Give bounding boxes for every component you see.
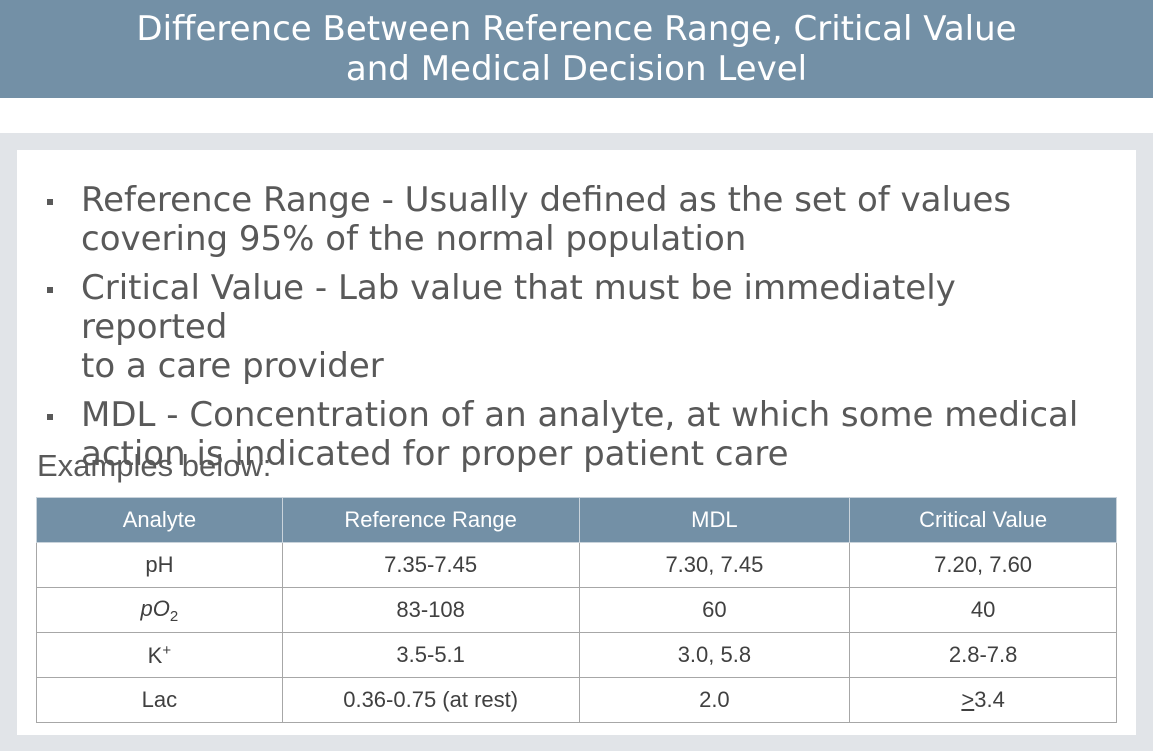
critical-value-cell: >3.4 <box>849 677 1117 723</box>
definition-list: Reference Range - Usually defined as the… <box>44 181 1104 484</box>
bullet-square-icon <box>47 287 53 293</box>
analyte-subscript: 2 <box>169 607 179 625</box>
table-row: pH 7.35-7.45 7.30, 7.45 7.20, 7.60 <box>36 542 1117 588</box>
analyte-cell: K+ <box>36 632 283 678</box>
table-row: K+ 3.5-5.1 3.0, 5.8 2.8-7.8 <box>36 632 1117 678</box>
definition-line: Reference Range - Usually defined as the… <box>81 180 1012 220</box>
definition-line: to a care provider <box>81 346 384 386</box>
analyte-base: K <box>147 642 163 668</box>
definition-line: covering 95% of the normal population <box>81 219 747 259</box>
analyte-cell: pO2 <box>36 587 283 633</box>
definition-mdl: MDL - Concentration of an analyte, at wh… <box>44 396 1104 474</box>
definition-reference-range: Reference Range - Usually defined as the… <box>44 181 1104 259</box>
examples-table: Analyte Reference Range MDL Critical Val… <box>36 497 1117 723</box>
reference-range-cell: 0.36-0.75 (at rest) <box>281 677 580 723</box>
critical-value-cell: 40 <box>849 587 1117 633</box>
mdl-cell: 60 <box>578 587 851 633</box>
column-header-mdl: MDL <box>578 497 851 543</box>
column-header-reference-range: Reference Range <box>281 497 580 543</box>
page-title-bar: Difference Between Reference Range, Crit… <box>0 0 1153 98</box>
analyte-cell: pH <box>36 542 283 588</box>
greater-than-mark: > <box>961 687 975 712</box>
mdl-cell: 2.0 <box>578 677 851 723</box>
table-row: pO2 83-108 60 40 <box>36 587 1117 633</box>
analyte-cell: Lac <box>36 677 283 723</box>
reference-range-cell: 83-108 <box>281 587 580 633</box>
reference-range-cell: 7.35-7.45 <box>281 542 580 588</box>
mdl-cell: 7.30, 7.45 <box>578 542 851 588</box>
definition-critical-value: Critical Value - Lab value that must be … <box>44 269 1104 386</box>
page-title-line-2: and Medical Decision Level <box>345 49 808 89</box>
analyte-superscript: + <box>162 641 172 659</box>
critical-value-cell: 7.20, 7.60 <box>849 542 1117 588</box>
reference-range-cell: 3.5-5.1 <box>281 632 580 678</box>
definition-line: action is indicated for proper patient c… <box>81 434 789 474</box>
column-header-analyte: Analyte <box>36 497 283 543</box>
bullet-square-icon <box>47 414 53 420</box>
definition-line: MDL - Concentration of an analyte, at wh… <box>81 395 1079 435</box>
examples-heading: Examples below: <box>37 448 272 483</box>
mdl-cell: 3.0, 5.8 <box>578 632 851 678</box>
critical-value-cell: 2.8-7.8 <box>849 632 1117 678</box>
critical-value-number: 3.4 <box>974 687 1005 712</box>
table-row: Lac 0.36-0.75 (at rest) 2.0 >3.4 <box>36 677 1117 723</box>
analyte-base: pO <box>140 595 170 621</box>
column-header-critical-value: Critical Value <box>849 497 1117 543</box>
definition-line: Critical Value - Lab value that must be … <box>81 268 956 347</box>
table-header-row: Analyte Reference Range MDL Critical Val… <box>36 497 1117 543</box>
page-title-line-1: Difference Between Reference Range, Crit… <box>136 9 1017 49</box>
bullet-square-icon <box>47 199 53 205</box>
